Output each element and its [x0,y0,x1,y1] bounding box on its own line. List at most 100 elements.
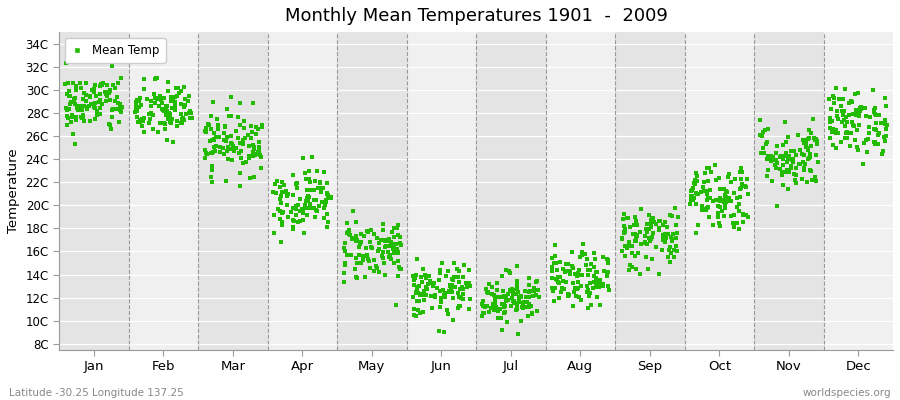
Point [621,215,635,222]
Point [732,226,746,232]
Point [847,123,861,130]
Point [356,256,370,263]
Point [869,126,884,133]
Point [274,200,288,206]
Point [65,114,79,120]
Point [801,156,815,162]
Point [155,100,169,106]
Point [372,240,386,246]
Point [662,244,677,250]
Point [293,208,308,214]
Point [233,183,248,189]
Point [302,194,316,200]
Point [273,208,287,214]
Point [508,291,523,297]
Point [786,156,800,162]
Point [97,89,112,95]
Point [74,85,88,91]
Point [431,277,446,283]
Point [587,279,601,286]
Point [161,88,176,94]
Point [700,195,715,202]
Point [207,130,221,136]
Point [718,192,733,198]
Point [475,301,490,308]
Point [305,154,320,160]
Point [810,158,824,165]
Point [829,129,843,136]
Point [640,228,654,235]
Point [356,233,371,240]
Point [644,217,658,223]
Point [246,100,260,106]
Point [500,319,514,325]
Point [758,127,772,133]
Point [789,172,804,178]
Point [205,163,220,170]
Point [684,188,698,195]
Point [58,104,73,111]
Point [86,104,101,110]
Point [700,197,715,203]
Point [406,273,420,279]
Point [164,118,178,124]
Point [209,143,223,149]
Point [878,95,893,101]
Point [644,236,659,242]
Point [480,289,494,296]
Point [525,311,539,317]
Point [545,264,560,270]
Point [769,150,783,156]
Point [593,277,608,283]
Point [720,198,734,204]
Point [246,153,260,160]
Point [670,230,684,236]
Point [631,250,645,256]
Point [212,144,227,150]
Point [521,301,535,307]
Point [460,284,474,290]
Point [516,299,530,306]
Point [694,189,708,195]
Point [61,80,76,86]
Point [511,299,526,305]
Point [165,116,179,123]
Point [450,265,464,272]
Point [155,106,169,112]
Point [517,305,531,312]
Point [82,102,96,109]
Point [791,132,806,138]
Point [103,87,117,94]
Point [633,271,647,278]
Point [205,137,220,144]
Point [204,126,219,132]
Point [216,145,230,152]
Point [661,254,675,260]
Point [225,157,239,163]
Point [433,270,447,276]
Point [721,173,735,180]
Point [488,302,502,309]
Point [880,122,895,128]
Point [527,288,542,294]
Point [220,106,234,112]
Point [146,112,160,119]
Point [666,231,680,237]
Point [664,250,679,256]
Point [581,271,596,278]
Point [859,104,873,111]
Point [317,214,331,221]
Point [197,147,211,154]
Point [741,191,755,197]
Point [182,93,196,100]
Point [69,82,84,89]
Bar [545,32,615,350]
Point [842,100,857,106]
Point [63,100,77,107]
Point [233,140,248,146]
Point [425,304,439,311]
Point [233,148,248,155]
Point [175,120,189,126]
Point [370,265,384,271]
Point [571,279,585,285]
